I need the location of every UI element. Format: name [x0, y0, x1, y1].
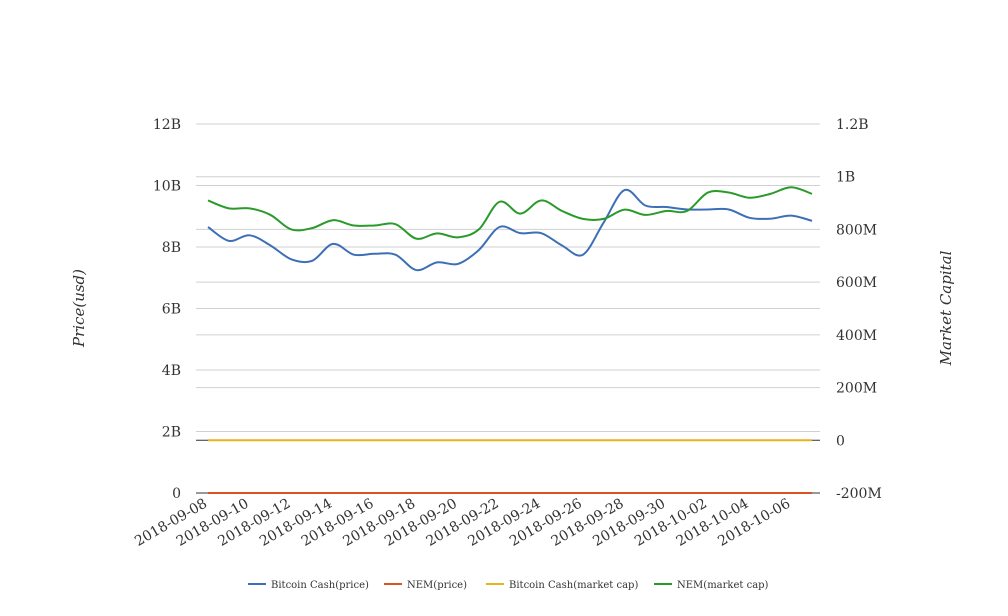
y-right-tick-label: 800M [836, 222, 877, 238]
y-left-tick-label: 8B [162, 240, 181, 256]
y-left-tick-label: 10B [153, 179, 181, 195]
legend-label-bitcoin-cash-price: Bitcoin Cash(price) [271, 580, 369, 591]
y-right-tick-label: 200M [836, 381, 877, 397]
series-line-nem-market-cap [207, 186, 813, 240]
y-right-tick-label: 0 [836, 433, 845, 449]
y-right-tick-label: -200M [836, 486, 882, 502]
y-right-tick-label: 400M [836, 328, 877, 344]
series-lines [207, 186, 813, 495]
grid-lines [196, 123, 820, 494]
legend-label-bitcoin-cash-market-cap: Bitcoin Cash(market cap) [509, 580, 638, 591]
legend-label-nem-market-cap: NEM(market cap) [677, 580, 769, 591]
legend: Bitcoin Cash(price) NEM(price) Bitcoin Cas… [248, 580, 769, 591]
legend-label-nem-price: NEM(price) [407, 580, 467, 591]
y-axis-right-title: Market Capital [937, 250, 955, 366]
y-left-tick-label: 4B [162, 363, 181, 379]
series-line-bitcoin-cash-price [207, 188, 813, 272]
y-right-tick-label: 600M [836, 275, 877, 291]
axis-ticks: 0 2B 4B 6B 8B 10B 12B -200M 0 200M 400M 600M 800M 1B 1… [132, 117, 882, 550]
y-axis-left-title: Price(usd) [70, 269, 88, 348]
y-right-tick-label: 1B [836, 170, 855, 186]
y-right-tick-label: 1.2B [836, 117, 869, 133]
y-left-tick-label: 6B [162, 302, 181, 318]
y-left-tick-label: 2B [162, 425, 181, 441]
y-left-tick-label: 0 [172, 486, 181, 502]
y-left-tick-label: 12B [153, 117, 181, 133]
